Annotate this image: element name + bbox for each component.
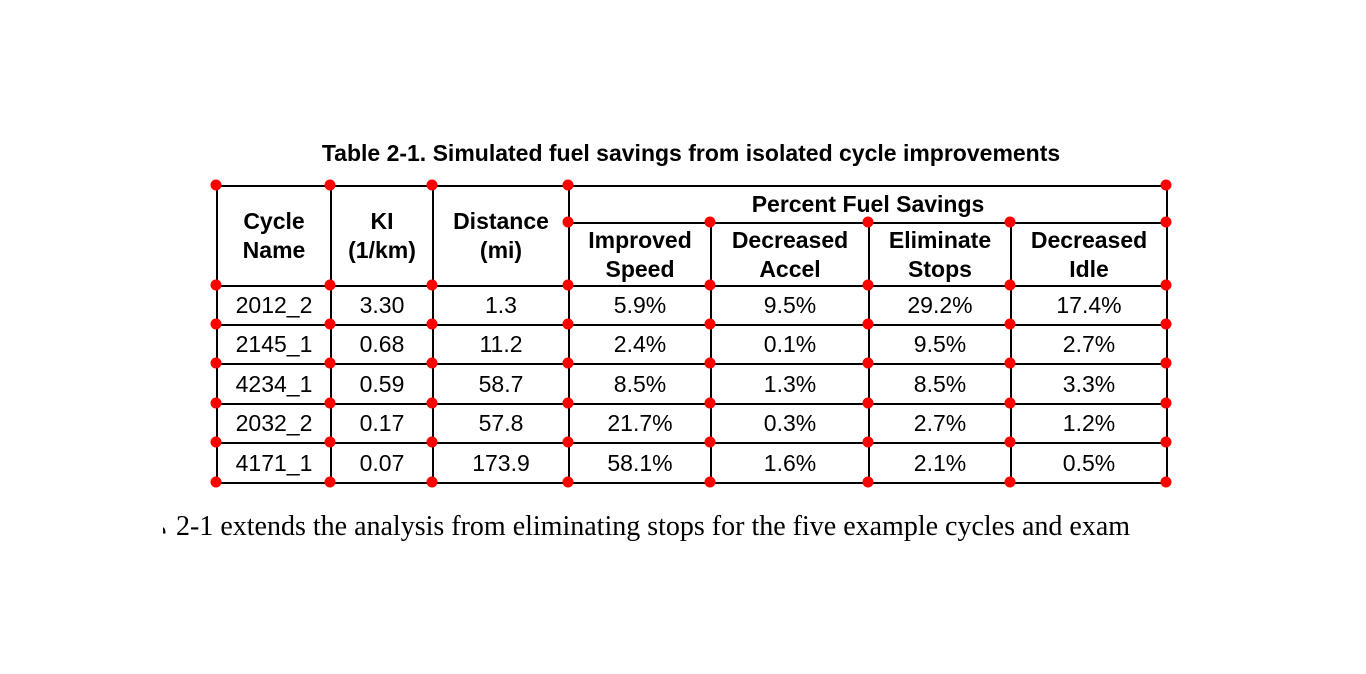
cell-eliminate-stops: 8.5% [868,363,1012,405]
cell-decreased-accel: 1.3% [710,363,870,405]
cell-cycle-name: 2032_2 [216,403,332,444]
header-cycle-name: Cycle Name [216,185,332,287]
body-paragraph: e 2-1 extends the analysis from eliminati… [163,511,1130,543]
header-row-group: Cycle Name KI (1/km) Distance (mi) Perce… [216,185,1169,287]
cell-cycle-name: 2012_2 [216,285,332,326]
cell-cycle-name: 4234_1 [216,363,332,405]
header-improved-speed: Improved Speed [568,222,712,287]
cell-improved-speed: 8.5% [568,363,712,405]
cell-decreased-accel: 9.5% [710,285,870,326]
header-ki: KI (1/km) [330,185,434,287]
cell-decreased-idle: 0.5% [1009,442,1169,484]
cell-distance: 173.9 [432,442,570,484]
header-decreased-accel: Decreased Accel [710,222,870,287]
cell-ki: 0.17 [330,403,434,444]
cell-ki: 0.59 [330,363,434,405]
table-row: 2012_2 3.30 1.3 5.9% 9.5% 29.2% 17.4% [216,285,1169,326]
cell-eliminate-stops: 2.1% [868,442,1012,484]
table-row: 4234_1 0.59 58.7 8.5% 1.3% 8.5% 3.3% [216,363,1169,405]
header-eliminate-stops: Eliminate Stops [868,222,1012,287]
cell-decreased-accel: 0.1% [710,324,870,365]
cell-distance: 58.7 [432,363,570,405]
cell-cycle-name: 2145_1 [216,324,332,365]
header-percent-fuel-savings: Percent Fuel Savings [567,185,1169,224]
clipped-word-fragment: e [163,516,168,538]
header-decreased-idle: Decreased Idle [1009,222,1169,287]
cell-eliminate-stops: 2.7% [868,403,1012,444]
table-caption: Table 2-1. Simulated fuel savings from i… [321,140,1061,166]
cell-decreased-idle: 17.4% [1009,285,1169,326]
cell-distance: 57.8 [432,403,570,444]
cell-improved-speed: 58.1% [568,442,712,484]
cell-ki: 0.07 [330,442,434,484]
cell-decreased-idle: 1.2% [1009,403,1169,444]
paragraph-text: 2-1 extends the analysis from eliminatin… [176,511,1131,542]
cell-decreased-accel: 1.6% [710,442,870,484]
header-distance: Distance (mi) [432,185,570,287]
header-row-sub: Improved Speed Decreased Accel Eliminate… [217,222,1169,287]
cell-distance: 1.3 [432,285,570,326]
cell-eliminate-stops: 9.5% [868,324,1012,365]
table-row: 2032_2 0.17 57.8 21.7% 0.3% 2.7% 1.2% [216,403,1169,444]
table-row: 4171_1 0.07 173.9 58.1% 1.6% 2.1% 0.5% [216,442,1169,484]
cell-improved-speed: 21.7% [568,403,712,444]
cell-improved-speed: 2.4% [568,324,712,365]
cell-ki: 0.68 [330,324,434,365]
cell-eliminate-stops: 29.2% [868,285,1012,326]
cell-decreased-idle: 3.3% [1009,363,1169,405]
table-row: 2145_1 0.68 11.2 2.4% 0.1% 9.5% 2.7% [216,324,1169,365]
cell-improved-speed: 5.9% [568,285,712,326]
cell-ki: 3.30 [330,285,434,326]
cell-cycle-name: 4171_1 [216,442,332,484]
fuel-savings-table: Cycle Name KI (1/km) Distance (mi) Perce… [216,185,1169,484]
cell-decreased-idle: 2.7% [1009,324,1169,365]
cell-distance: 11.2 [432,324,570,365]
cell-decreased-accel: 0.3% [710,403,870,444]
